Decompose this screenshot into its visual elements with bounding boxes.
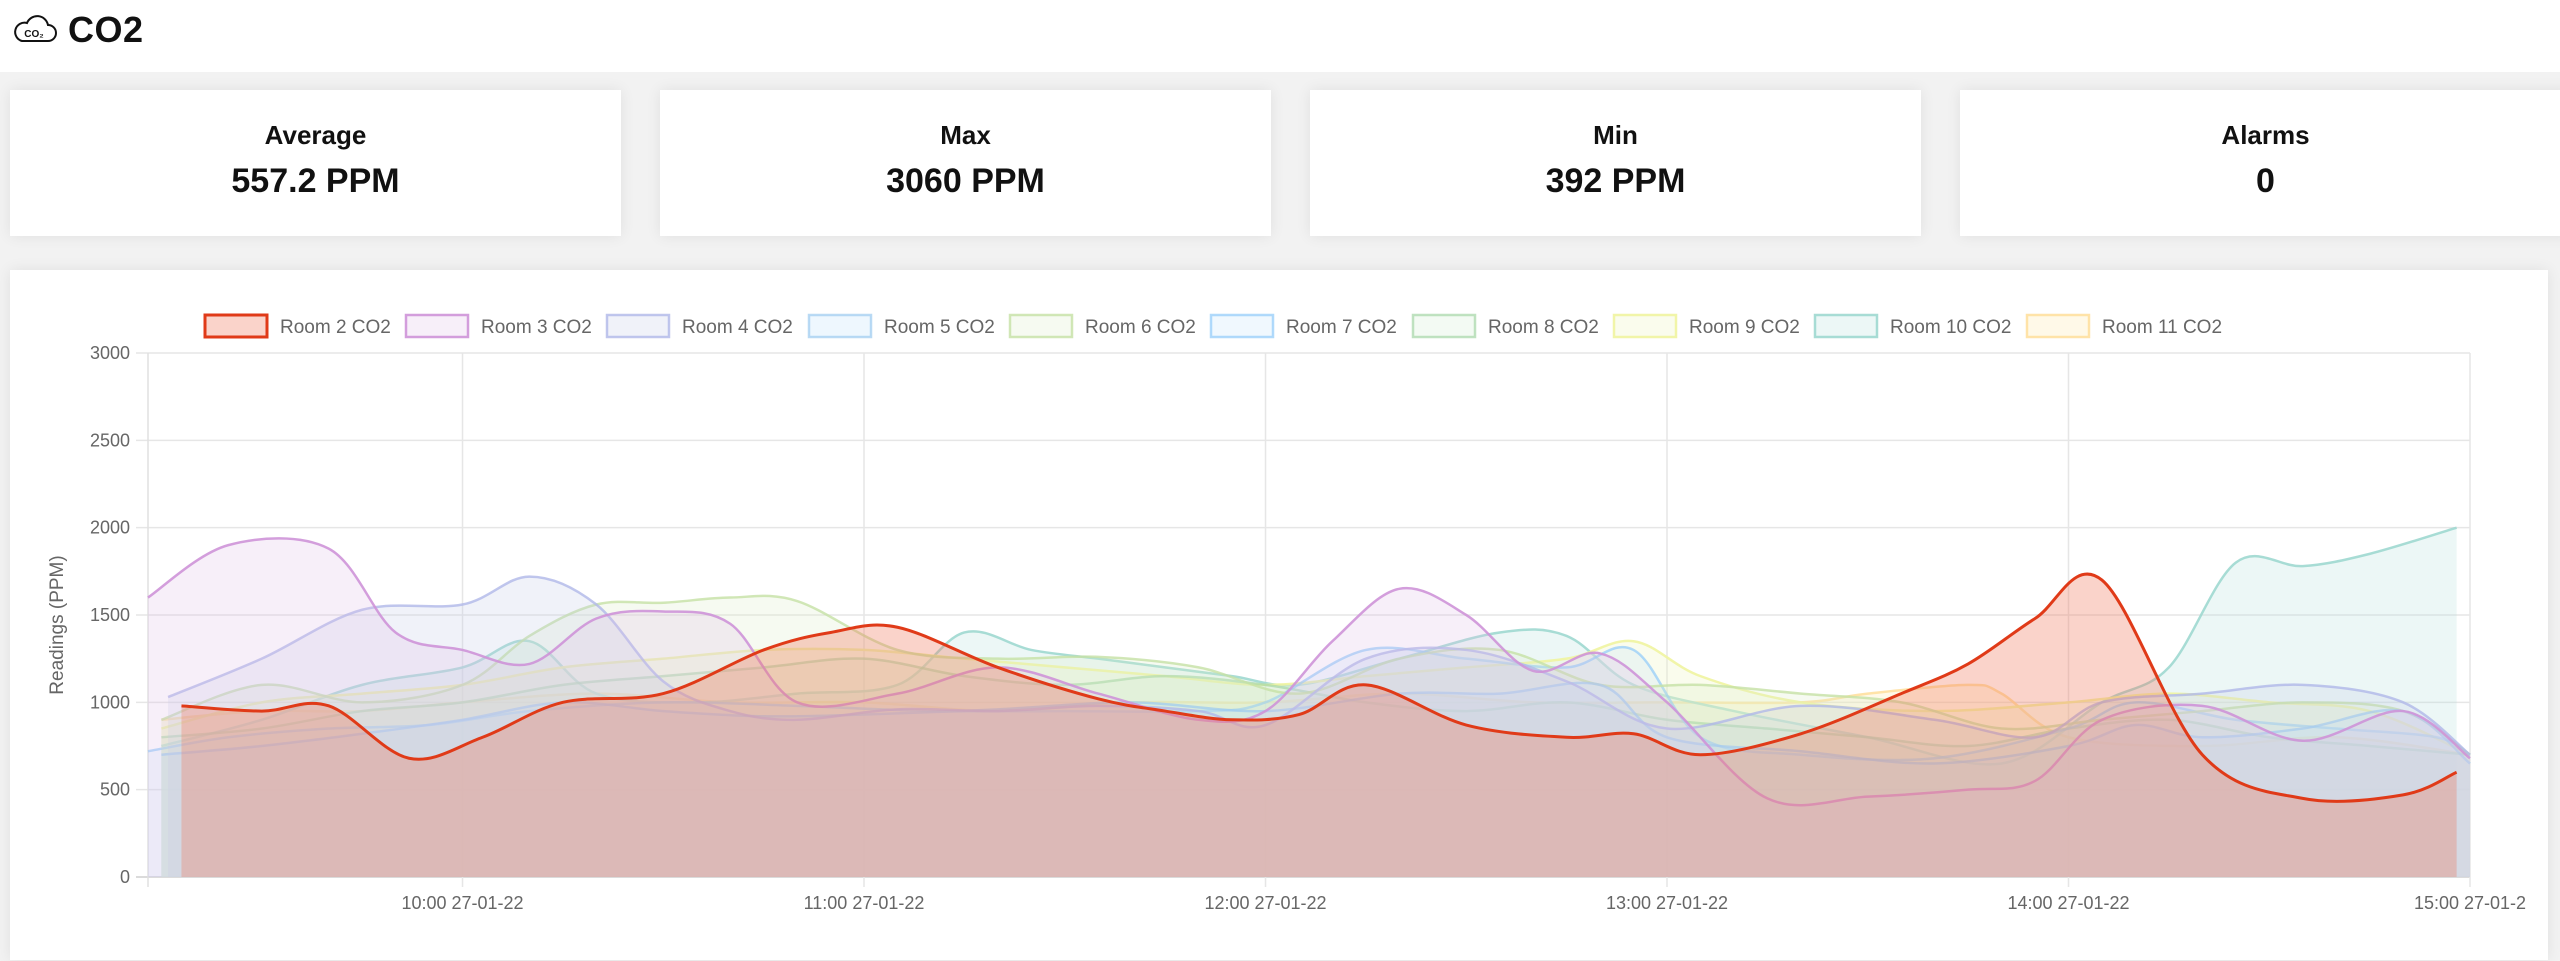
legend-item: Room 11 CO2 [2102,317,2222,338]
x-tick-label: 11:00 27-01-22 [804,893,925,913]
legend-swatch [404,313,470,339]
series-area-11 [161,684,2470,877]
y-tick-label: 2500 [90,430,130,450]
series-line-2 [181,572,2458,803]
legend-swatch [1411,313,1477,339]
stat-value: 392 PPM [1545,162,1686,200]
series-area-10 [161,527,2457,877]
legend-item: Room 3 CO2 [481,317,592,338]
y-tick-label: 1500 [90,605,130,625]
stat-card-max: Max 3060 PPM [660,90,1271,236]
stat-value: 0 [2256,162,2275,200]
legend-swatch [1209,313,1275,339]
page-header: CO₂ CO2 [10,9,144,50]
series-line-4 [167,575,2471,756]
legend-item: Room 10 CO2 [1890,317,2011,338]
y-tick-label: 500 [100,780,130,800]
series-line-9 [161,639,2471,756]
series-area-6 [161,595,2470,877]
legend-swatch [1008,313,1074,339]
stat-card-average: Average 557.2 PPM [10,90,621,236]
x-tick-label: 13:00 27-01-22 [1606,893,1728,913]
series-line-3 [147,537,2471,807]
x-tick-label: 15:00 27-01-2 [2414,893,2526,913]
series-line-7 [147,645,2471,762]
legend-item: Room 7 CO2 [1286,317,1397,338]
series-area-5 [161,682,2470,877]
legend-item: Room 4 CO2 [682,317,793,338]
x-tick-label: 14:00 27-01-22 [2007,893,2129,913]
stat-label: Max [940,120,991,150]
series-area-4 [168,576,2470,877]
stat-value: 557.2 PPM [231,162,400,200]
legend-item: Room 2 CO2 [280,317,391,338]
stat-value: 3060 PPM [886,162,1045,200]
legend-item: Room 5 CO2 [884,317,995,338]
series-line-5 [161,681,2471,765]
legend-swatch [807,313,873,339]
page-title: CO2 [68,9,144,50]
stat-card-min: Min 392 PPM [1310,90,1921,236]
x-tick-label: 10:00 27-01-22 [401,893,523,913]
x-tick-label: 12:00 27-01-22 [1204,893,1326,913]
y-axis-label: Readings (PPM) [47,555,68,694]
stat-card-alarms: Alarms 0 [1960,90,2560,236]
top-bar [0,0,2560,72]
legend-item: Room 8 CO2 [1488,317,1599,338]
legend-item: Room 6 CO2 [1085,317,1196,338]
co2-cloud-icon: CO₂ [14,15,57,42]
y-tick-label: 3000 [90,343,130,363]
legend-swatch [1612,313,1678,339]
legend-item: Room 9 CO2 [1689,317,1800,338]
stat-label: Average [264,120,367,150]
co2-icon-text: CO₂ [24,29,43,40]
series-area-2 [181,573,2457,877]
y-tick-label: 0 [120,867,130,887]
series-area-7 [148,647,2470,877]
legend-swatch [203,313,269,339]
y-tick-label: 2000 [90,518,130,538]
stat-label: Alarms [2221,120,2310,150]
legend-swatch [2025,313,2091,339]
series-line-8 [161,657,2471,756]
y-tick-label: 1000 [90,692,130,712]
stat-label: Min [1593,120,1638,150]
legend-swatch [1813,313,1879,339]
legend-swatch [605,313,671,339]
series-area-9 [161,640,2470,877]
